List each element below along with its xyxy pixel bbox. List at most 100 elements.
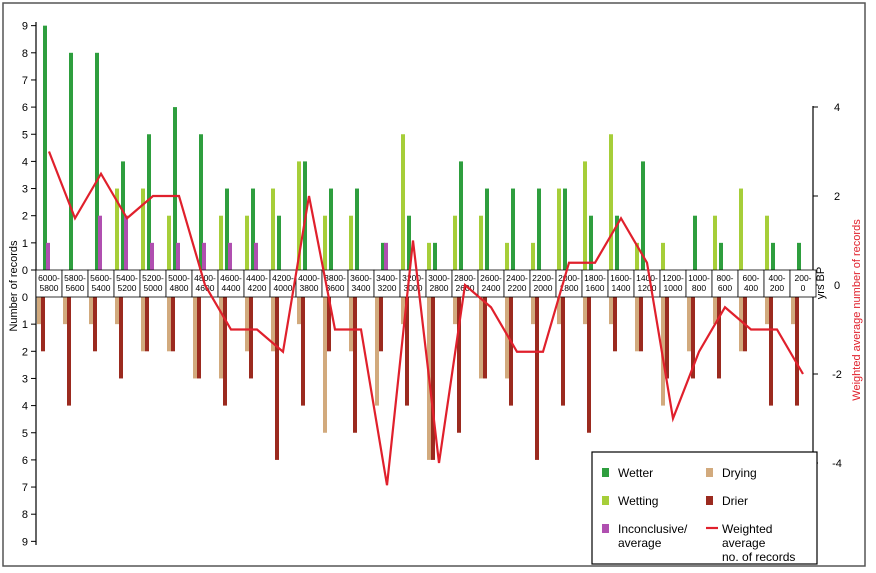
- category-label-5: 5000-4800: [168, 273, 190, 293]
- category-label-0: 6000-5800: [38, 273, 60, 293]
- bar-drier-23: [639, 297, 643, 352]
- bar-wetter-23: [641, 161, 645, 270]
- bar-drier-0: [41, 297, 45, 352]
- legend-swatch-drier: [706, 496, 713, 505]
- category-label-17: 2600-2400: [480, 273, 502, 293]
- bar-inconclusive-average-4: [150, 242, 154, 270]
- bar-drying-13: [375, 297, 379, 406]
- category-label-12: 3600-3400: [350, 273, 372, 293]
- legend-box: [591, 451, 818, 565]
- y-tick-label-lower-5: 5: [22, 428, 28, 440]
- weighted-average-line-layer: [47, 151, 804, 486]
- bar-inconclusive-average-7: [228, 242, 232, 270]
- bar-wetter-28: [771, 242, 775, 270]
- category-cell-12: [347, 269, 375, 298]
- category-cell-21: [581, 269, 609, 298]
- category-label-3: 5400-5200: [116, 273, 138, 293]
- bar-drying-21: [583, 297, 587, 325]
- category-label-6: 4800-4600: [194, 273, 216, 293]
- bar-wetter-0: [43, 25, 47, 271]
- bar-wetting-28: [765, 215, 769, 270]
- bar-wetting-20: [557, 188, 561, 270]
- bar-inconclusive-average-8: [254, 242, 258, 270]
- bar-wetting-7: [219, 215, 223, 270]
- bar-drier-2: [93, 297, 97, 352]
- bar-drying-1: [63, 297, 67, 325]
- y2-axis-title: Weighted average number of records: [851, 219, 863, 401]
- category-cell-29: [789, 269, 817, 298]
- bar-drier-20: [561, 297, 565, 406]
- category-cell-13: [373, 269, 401, 298]
- category-label-20: 2000-1800: [558, 273, 580, 293]
- category-label-1: 5800-5600: [64, 273, 86, 293]
- category-label-21: 1800-1600: [584, 273, 606, 293]
- bar-drier-3: [119, 297, 123, 379]
- bar-wetting-12: [349, 215, 353, 270]
- bar-wetter-25: [693, 215, 697, 270]
- bar-drying-9: [271, 297, 275, 352]
- bar-wetter-11: [329, 188, 333, 270]
- category-cell-1: [61, 269, 89, 298]
- bar-wetting-4: [141, 188, 145, 270]
- bar-wetting-17: [479, 215, 483, 270]
- bar-drying-2: [89, 297, 93, 325]
- y-tick-label-lower-8: 8: [22, 509, 28, 521]
- category-label-7: 4600-4400: [220, 273, 242, 293]
- bar-inconclusive-average-5: [176, 242, 180, 270]
- bar-drying-8: [245, 297, 249, 352]
- bar-wetting-14: [401, 134, 405, 270]
- category-label-2: 5600-5400: [90, 273, 112, 293]
- category-label-18: 2400-2200: [506, 273, 528, 293]
- bar-drying-23: [635, 297, 639, 352]
- y-tick-label-lower-6: 6: [22, 455, 28, 467]
- y-tick-label-lower-0: 0: [22, 292, 28, 304]
- bar-drying-29: [791, 297, 795, 325]
- category-label-8: 4400-4200: [246, 273, 268, 293]
- legend: Wetter Drying Wetting Drier Inconclusive/ave…: [591, 451, 818, 565]
- bar-wetting-16: [453, 215, 457, 270]
- legend-label-drying: Drying: [722, 466, 757, 480]
- bar-drier-10: [301, 297, 305, 406]
- bar-drier-15: [431, 297, 435, 460]
- category-cell-4: [139, 269, 167, 298]
- bar-drying-5: [167, 297, 171, 352]
- legend-swatch-inconclusive-average: [602, 524, 609, 533]
- bar-wetter-16: [459, 161, 463, 270]
- bar-wetting-19: [531, 242, 535, 270]
- legend-label-drier: Drier: [722, 494, 748, 508]
- y-tick-label-upper-5: 5: [22, 129, 28, 141]
- bar-wetter-6: [199, 134, 203, 270]
- bar-drying-7: [219, 297, 223, 379]
- category-cell-28: [763, 269, 791, 298]
- y-axis-title: Number of records: [8, 240, 20, 332]
- legend-swatch-wetting: [602, 496, 609, 505]
- bar-wetting-24: [661, 242, 665, 270]
- y2-tick-label--2: -2: [832, 369, 842, 381]
- bar-drying-20: [557, 297, 561, 325]
- bar-wetting-22: [609, 134, 613, 270]
- bar-wetter-29: [797, 242, 801, 270]
- bar-wetter-4: [147, 134, 151, 270]
- bar-drying-18: [505, 297, 509, 379]
- y-tick-label-lower-9: 9: [22, 536, 28, 548]
- bar-inconclusive-average-13: [384, 242, 388, 270]
- y-tick-label-upper-2: 2: [22, 211, 28, 223]
- y-tick-label-upper-3: 3: [22, 184, 28, 196]
- bar-drying-3: [115, 297, 119, 325]
- bar-drier-9: [275, 297, 279, 460]
- category-cell-19: [529, 269, 557, 298]
- bar-drying-24: [661, 297, 665, 406]
- category-label-4: 5200-5000: [142, 273, 164, 293]
- category-cell-5: [165, 269, 193, 298]
- bar-drier-5: [171, 297, 175, 352]
- bar-drying-0: [37, 297, 41, 325]
- bar-wetting-21: [583, 161, 587, 270]
- bar-wetter-8: [251, 188, 255, 270]
- y-tick-label-upper-8: 8: [22, 48, 28, 60]
- y-tick-label-upper-0: 0: [22, 265, 28, 277]
- bar-wetter-19: [537, 188, 541, 270]
- bar-drier-8: [249, 297, 253, 379]
- bar-wetting-10: [297, 161, 301, 270]
